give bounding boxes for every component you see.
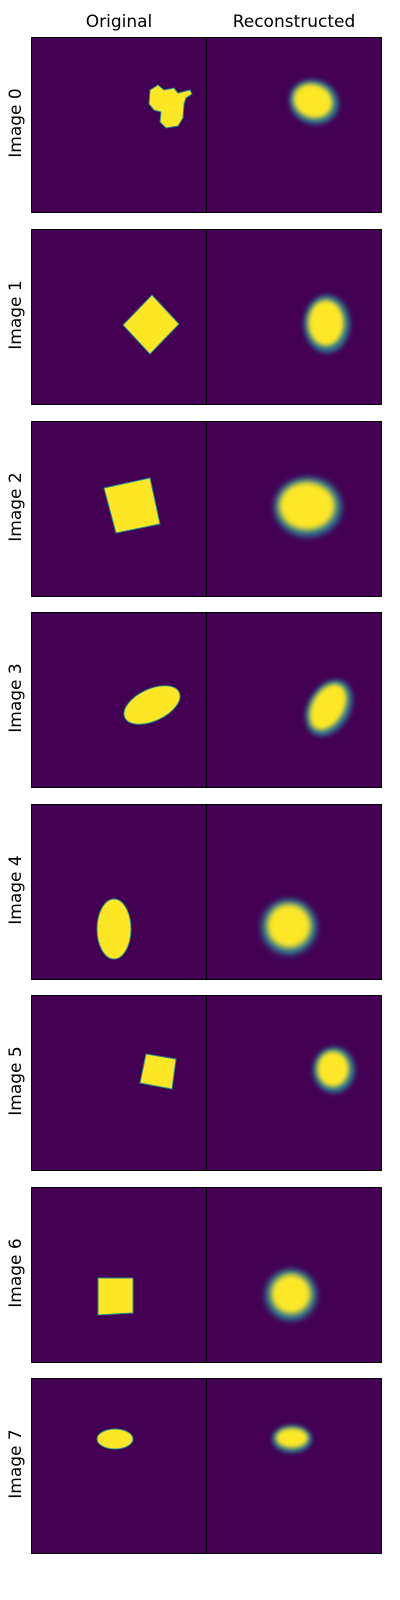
reconstructed-shape-7: [272, 1425, 312, 1453]
original-image-0: [31, 37, 207, 213]
reconstructed-image-5: [206, 995, 382, 1171]
original-shape-4: [96, 898, 132, 960]
reconstructed-shape-6: [265, 1269, 317, 1321]
reconstructed-shape-3: [305, 679, 353, 737]
original-image-3: [31, 612, 207, 788]
reconstructed-shape-5: [313, 1047, 355, 1093]
original-image-1: [31, 229, 207, 405]
reconstructed-image-4: [206, 804, 382, 980]
original-shape-7: [96, 1428, 134, 1450]
column-title-reconstructed: Reconstructed: [232, 12, 356, 32]
original-image-2: [31, 421, 207, 597]
original-image-5: [31, 995, 207, 1171]
reconstructed-image-0: [206, 37, 382, 213]
reconstructed-shape-4: [261, 899, 317, 955]
original-shape-6: [97, 1277, 134, 1316]
original-image-7: [31, 1378, 207, 1554]
reconstructed-image-1: [206, 229, 382, 405]
original-image-4: [31, 804, 207, 980]
reconstructed-image-2: [206, 421, 382, 597]
reconstructed-image-7: [206, 1378, 382, 1554]
reconstructed-shape-0: [289, 79, 339, 125]
reconstructed-shape-2: [274, 477, 342, 537]
column-title-original: Original: [85, 12, 153, 32]
original-shape-0: [148, 84, 193, 129]
reconstructed-shape-1: [304, 295, 350, 353]
original-shape-2: [103, 477, 161, 534]
reconstructed-image-6: [206, 1187, 382, 1363]
original-shape-1: [122, 294, 180, 355]
original-shape-5: [139, 1053, 177, 1090]
reconstructed-image-3: [206, 612, 382, 788]
original-image-6: [31, 1187, 207, 1363]
original-shape-3: [123, 685, 181, 725]
